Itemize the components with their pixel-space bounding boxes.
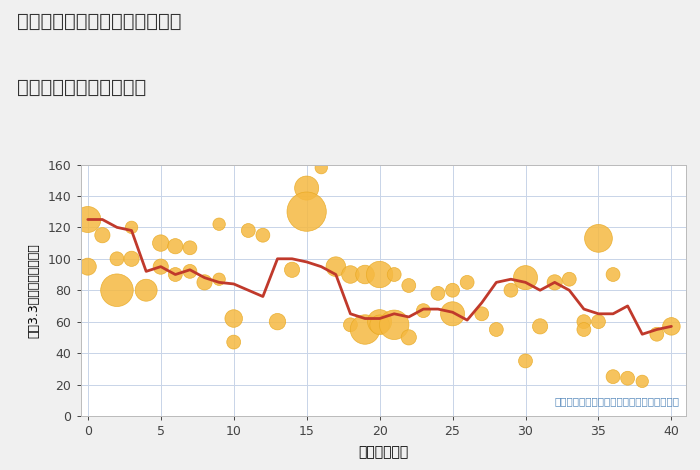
Point bbox=[345, 321, 356, 329]
Point bbox=[418, 307, 429, 314]
Point bbox=[126, 224, 137, 231]
Point bbox=[403, 282, 414, 289]
Point bbox=[578, 318, 589, 325]
Text: 大阪府大阪市東淀川区東中島の: 大阪府大阪市東淀川区東中島の bbox=[18, 12, 182, 31]
Point bbox=[608, 271, 619, 278]
Point bbox=[505, 286, 517, 294]
Point bbox=[243, 227, 254, 234]
Point bbox=[155, 239, 167, 247]
Point bbox=[403, 334, 414, 341]
Point bbox=[126, 255, 137, 263]
Point bbox=[593, 318, 604, 325]
Point bbox=[169, 243, 181, 250]
Point bbox=[111, 255, 122, 263]
Point bbox=[374, 271, 385, 278]
Point bbox=[447, 310, 458, 318]
Point bbox=[622, 375, 634, 382]
Point bbox=[651, 330, 662, 338]
Point bbox=[228, 338, 239, 346]
Point bbox=[461, 279, 472, 286]
Point bbox=[82, 263, 93, 270]
Point bbox=[272, 318, 283, 325]
Y-axis label: 坪（3.3㎡）単価（万円）: 坪（3.3㎡）単価（万円） bbox=[28, 243, 41, 337]
Point bbox=[214, 220, 225, 228]
Point bbox=[636, 377, 648, 385]
Point bbox=[389, 271, 400, 278]
Point bbox=[345, 271, 356, 278]
Point bbox=[359, 326, 370, 333]
Point bbox=[301, 184, 312, 192]
Point bbox=[578, 326, 589, 333]
X-axis label: 築年数（年）: 築年数（年） bbox=[358, 445, 408, 459]
Point bbox=[111, 286, 122, 294]
Point bbox=[141, 286, 152, 294]
Point bbox=[214, 275, 225, 283]
Point bbox=[549, 279, 560, 286]
Point bbox=[564, 275, 575, 283]
Point bbox=[184, 267, 195, 275]
Point bbox=[593, 235, 604, 242]
Point bbox=[316, 164, 327, 172]
Point bbox=[184, 244, 195, 251]
Point bbox=[301, 208, 312, 215]
Point bbox=[199, 279, 210, 286]
Text: 築年数別中古戸建て価格: 築年数別中古戸建て価格 bbox=[18, 78, 147, 96]
Point bbox=[535, 322, 546, 330]
Point bbox=[433, 290, 444, 297]
Point bbox=[97, 231, 108, 239]
Point bbox=[330, 263, 342, 270]
Point bbox=[520, 357, 531, 365]
Point bbox=[286, 266, 297, 274]
Point bbox=[447, 286, 458, 294]
Text: 円の大きさは、取引のあった物件面積を示す: 円の大きさは、取引のあった物件面積を示す bbox=[555, 396, 680, 406]
Point bbox=[155, 263, 167, 270]
Point bbox=[258, 231, 269, 239]
Point bbox=[476, 310, 487, 318]
Point bbox=[491, 326, 502, 333]
Point bbox=[608, 373, 619, 380]
Point bbox=[228, 315, 239, 322]
Point bbox=[82, 216, 93, 223]
Point bbox=[374, 321, 385, 329]
Point bbox=[169, 271, 181, 278]
Point bbox=[520, 274, 531, 282]
Point bbox=[666, 322, 677, 330]
Point bbox=[389, 321, 400, 329]
Point bbox=[359, 271, 370, 278]
Point bbox=[374, 318, 385, 325]
